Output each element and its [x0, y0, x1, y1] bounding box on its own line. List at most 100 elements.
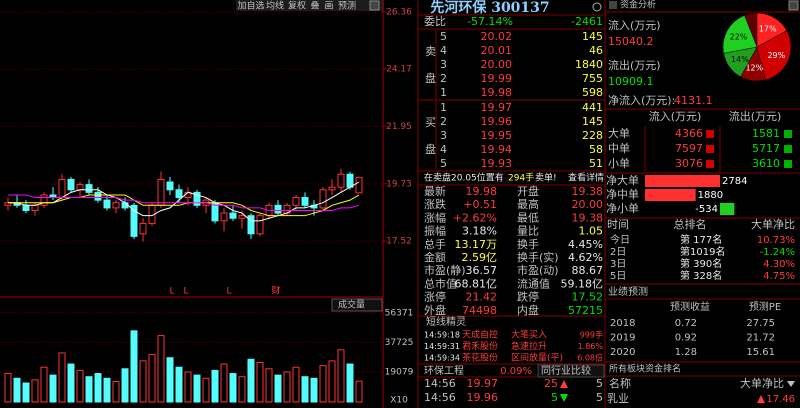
label: 2 — [440, 72, 447, 85]
label: 0.92 — [675, 333, 697, 344]
candle-body — [229, 212, 237, 219]
label: 最高 — [517, 197, 539, 211]
candle-body — [292, 197, 300, 206]
label: 1840 — [575, 58, 603, 71]
label: 17.46 — [766, 394, 795, 405]
label: 3.18% — [462, 225, 497, 238]
volume-bar — [355, 380, 363, 403]
flow-box — [706, 160, 714, 168]
candle-body — [58, 178, 66, 199]
label: 5 — [440, 157, 447, 170]
volume-title-box — [331, 298, 383, 312]
volume-bar — [130, 330, 138, 403]
candle-body — [22, 204, 30, 211]
volume-bar — [103, 377, 111, 403]
label: 短线精灵 — [426, 315, 466, 328]
volume-bar — [148, 354, 156, 403]
compare-box[interactable] — [537, 364, 605, 378]
volume-title: 成交量 — [338, 299, 365, 311]
label: 大单 — [608, 126, 630, 140]
detail-link[interactable]: 查看详情 — [568, 172, 604, 184]
volume-bar — [301, 376, 309, 403]
label: 时间 — [607, 218, 629, 231]
label: 总市值 — [424, 276, 457, 290]
toolbar-button[interactable]: 预测 — [338, 1, 356, 12]
label: 3610 — [752, 157, 780, 170]
label: 755 — [582, 72, 603, 85]
label: 4.45% — [568, 238, 603, 251]
label: 预测收益 — [670, 300, 710, 313]
settings-icon[interactable] — [592, 2, 602, 12]
event-marker: L — [169, 287, 174, 297]
label: 预测PE — [749, 300, 781, 313]
compare-button[interactable]: 同行业比较 — [541, 364, 591, 377]
candle-body — [274, 204, 282, 214]
pie-slice — [722, 15, 758, 54]
label: 19.97 — [481, 101, 513, 114]
toolbar-button[interactable]: 画 — [324, 1, 333, 12]
toolbar-button[interactable]: 加自选 — [237, 0, 264, 12]
pie-slice — [756, 30, 792, 81]
label: 2日 — [610, 247, 626, 258]
candle-body — [121, 202, 129, 209]
volume-bar — [94, 373, 102, 403]
toolbar-button[interactable]: 叠 — [310, 1, 319, 12]
label: 14:56 — [424, 377, 456, 390]
volume-bar — [310, 377, 318, 403]
label: 第1019名 — [680, 245, 725, 258]
label: 最新 — [424, 184, 446, 198]
label: 10.73% — [757, 235, 795, 246]
volume-bar — [238, 376, 246, 403]
label: 市盈(动) — [517, 263, 559, 277]
pie-label: 12% — [745, 63, 763, 72]
label: 金额 — [424, 250, 446, 264]
candle-body — [319, 189, 327, 209]
label: 4.75% — [763, 271, 795, 282]
flow-box — [706, 130, 714, 138]
close-button[interactable] — [788, 0, 799, 11]
label: 2020 — [610, 347, 635, 358]
label: 4366 — [675, 127, 703, 140]
label: 1581 — [752, 127, 780, 140]
label: 5717 — [752, 142, 780, 155]
label: 5 — [596, 391, 603, 404]
volume-bar — [202, 377, 210, 403]
volume-bar — [166, 357, 174, 403]
trend-arrow — [560, 380, 568, 388]
toolbar-button[interactable]: 均线 — [266, 0, 284, 12]
event-marker: L — [183, 287, 188, 297]
pie-label: 17% — [759, 24, 777, 33]
toolbar-bg — [236, 0, 384, 11]
label: 急速拉升 — [511, 340, 547, 352]
volume-bar — [40, 366, 48, 403]
volume-bar — [328, 360, 336, 403]
label: 4 — [440, 143, 447, 156]
sort-icon[interactable] — [787, 381, 795, 387]
candle-body — [220, 212, 228, 222]
label: 所有板块资金排名 — [609, 363, 681, 375]
label: -57.14% — [467, 15, 513, 28]
label: 14:59:18 — [424, 331, 460, 340]
candle-body — [337, 173, 345, 188]
moving-average — [8, 194, 360, 217]
close-button[interactable] — [369, 0, 380, 11]
label: 最低 — [517, 211, 539, 224]
label: 涨幅 — [424, 211, 446, 224]
volume-bar — [283, 371, 291, 403]
label: 总排名 — [674, 217, 707, 231]
bar-category: 净大单 — [606, 173, 639, 187]
label: 19.96 — [467, 391, 499, 404]
candle-body — [256, 215, 264, 235]
flow-box — [784, 160, 792, 168]
toolbar-button[interactable]: 复权 — [288, 0, 306, 12]
label: 茶花股份 — [462, 352, 498, 364]
trend-arrow — [560, 394, 568, 402]
candle-body — [328, 186, 336, 191]
volume-bar — [193, 374, 201, 403]
label: 总手 — [424, 237, 446, 251]
label: 88.67 — [572, 264, 604, 277]
candle-body — [166, 181, 174, 191]
candle-body — [139, 222, 147, 235]
